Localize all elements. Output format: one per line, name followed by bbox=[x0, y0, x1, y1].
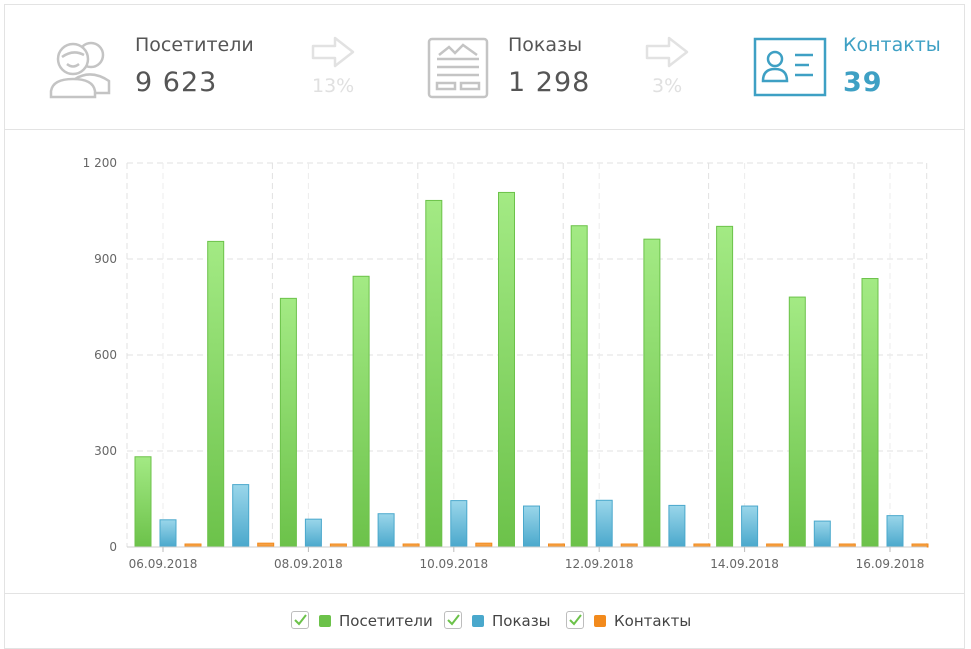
legend-swatch bbox=[594, 615, 606, 627]
bar-views[interactable] bbox=[159, 519, 177, 548]
bar-views[interactable] bbox=[377, 513, 395, 548]
bar-contacts[interactable] bbox=[475, 542, 493, 548]
chart-area: 0 300 600 900 1 200 06.09.2018 08.09.2018 10.09… bbox=[5, 130, 964, 592]
kpi-label: Посетители bbox=[135, 34, 254, 56]
bar-visitors[interactable] bbox=[134, 456, 152, 548]
legend-label: Посетители bbox=[339, 612, 433, 630]
bar-views[interactable] bbox=[886, 515, 904, 548]
checkbox-checked-icon[interactable] bbox=[291, 611, 309, 629]
y-tick-label: 600 bbox=[94, 348, 117, 362]
y-tick-label: 1 200 bbox=[83, 156, 117, 170]
checkbox-checked-icon[interactable] bbox=[444, 611, 462, 629]
kpi-value: 9 623 bbox=[135, 67, 218, 98]
kpi-label: Показы bbox=[508, 34, 583, 56]
bar-visitors[interactable] bbox=[425, 199, 443, 548]
bar-visitors[interactable] bbox=[279, 297, 297, 548]
bar-views[interactable] bbox=[595, 499, 613, 548]
conversion-rate: 13% bbox=[312, 75, 355, 97]
legend-label: Контакты bbox=[614, 612, 692, 630]
legend-swatch bbox=[472, 615, 484, 627]
y-tick-label: 0 bbox=[109, 540, 117, 554]
bar-views[interactable] bbox=[523, 505, 540, 548]
kpi-label: Контакты bbox=[843, 34, 941, 56]
y-tick-label: 900 bbox=[94, 252, 117, 266]
x-tick-label: 06.09.2018 bbox=[129, 557, 198, 571]
arrow-right-icon bbox=[645, 36, 689, 68]
bar-visitors[interactable] bbox=[643, 238, 661, 548]
kpi-value: 1 298 bbox=[508, 67, 591, 98]
kpi-value: 39 bbox=[843, 67, 883, 98]
bar-views[interactable] bbox=[304, 518, 322, 548]
x-tick-label: 16.09.2018 bbox=[856, 557, 925, 571]
bar-visitors[interactable] bbox=[716, 225, 734, 548]
kpi-contacts[interactable]: Контакты 39 bbox=[735, 5, 955, 129]
bar-visitors[interactable] bbox=[498, 191, 515, 548]
bar-views[interactable] bbox=[232, 484, 250, 548]
bar-contacts[interactable] bbox=[257, 542, 275, 548]
x-tick-label: 10.09.2018 bbox=[419, 557, 488, 571]
bar-visitors[interactable] bbox=[352, 275, 370, 548]
kpi-visitors[interactable]: Посетители 9 623 bbox=[5, 5, 295, 129]
conversion-rate: 3% bbox=[652, 75, 683, 97]
visitors-icon bbox=[49, 41, 111, 99]
bar-views[interactable] bbox=[668, 504, 686, 548]
y-tick-label: 300 bbox=[94, 444, 117, 458]
bar-views[interactable] bbox=[741, 505, 759, 548]
contacts-icon bbox=[753, 37, 827, 97]
x-tick-label: 08.09.2018 bbox=[274, 557, 343, 571]
bar-visitors[interactable] bbox=[788, 296, 806, 548]
legend-swatch bbox=[319, 615, 331, 627]
bar-visitors[interactable] bbox=[570, 225, 588, 548]
legend-label: Показы bbox=[492, 612, 551, 630]
x-tick-label: 12.09.2018 bbox=[565, 557, 634, 571]
bar-views[interactable] bbox=[813, 520, 831, 548]
dashboard-panel: Посетители 9 623 13% Показы 1 bbox=[4, 4, 965, 649]
x-tick-label: 14.09.2018 bbox=[710, 557, 779, 571]
bar-views[interactable] bbox=[450, 500, 468, 548]
checkbox-checked-icon[interactable] bbox=[566, 611, 584, 629]
arrow-right-icon bbox=[311, 36, 355, 68]
kpi-views[interactable]: Показы 1 298 bbox=[415, 5, 645, 129]
legend: Посетители Показы Контакты bbox=[5, 593, 964, 649]
bar-visitors[interactable] bbox=[207, 240, 225, 548]
views-icon bbox=[427, 37, 489, 99]
bar-visitors[interactable] bbox=[861, 278, 879, 548]
bar-chart: 0 300 600 900 1 200 06.09.2018 08.09.2018 10.09… bbox=[83, 156, 929, 571]
kpi-bar: Посетители 9 623 13% Показы 1 bbox=[5, 5, 964, 130]
